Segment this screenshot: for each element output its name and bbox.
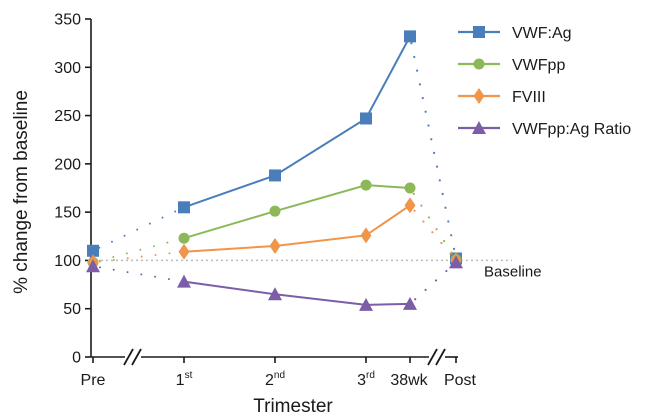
x-axis-title: Trimester <box>253 396 333 416</box>
baseline-layer: Baseline <box>91 259 542 280</box>
series-point <box>359 297 373 311</box>
y-tick-label: 200 <box>54 156 81 173</box>
series-point <box>87 244 99 257</box>
series-line-dotted <box>408 204 458 262</box>
x-tick-label: 38wk <box>390 372 428 389</box>
y-tick-label: 350 <box>54 12 81 29</box>
legend-swatch-marker <box>473 88 485 104</box>
legend-swatch-marker <box>473 26 485 38</box>
series-point <box>268 287 282 301</box>
series-line <box>183 35 411 209</box>
x-ticks: Pre 1st 2nd 3rd 38wk Post <box>81 357 477 389</box>
x-tick-label: 1st <box>176 370 193 389</box>
series-point <box>404 30 416 43</box>
y-tick-label: 250 <box>54 108 81 125</box>
series-line-dotted <box>92 265 185 283</box>
y-tick-label: 50 <box>63 301 81 318</box>
series-point <box>360 227 372 244</box>
x-tick-label: 3rd <box>357 370 375 389</box>
axis-break-mark <box>123 348 142 366</box>
legend-label: VWF:Ag <box>512 25 572 42</box>
baseline-label: Baseline <box>484 263 542 280</box>
series-point <box>86 259 100 273</box>
legend-item: FVIII <box>458 88 546 106</box>
y-axis-title: % change from baseline <box>11 90 32 294</box>
series-point <box>178 243 190 260</box>
axis-break-mark <box>427 348 446 366</box>
y-tick-label: 0 <box>72 350 81 367</box>
x-tick-label: Pre <box>81 372 106 389</box>
y-tick-label: 100 <box>54 253 81 270</box>
legend-label: FVIII <box>512 89 546 106</box>
series-point <box>178 232 190 244</box>
series-line-dotted <box>408 186 458 261</box>
x-tick-label: 2nd <box>265 370 285 389</box>
series-vwfpp <box>87 179 462 268</box>
series-line <box>183 280 411 306</box>
series-point <box>404 197 416 214</box>
series-point <box>178 201 190 214</box>
series-line <box>183 204 411 253</box>
y-ticks: 0 50 100 150 200 250 300 350 <box>54 12 91 367</box>
series-vwf-ag <box>87 30 462 265</box>
series-line-dotted <box>408 261 458 305</box>
legend-item: VWF:Ag <box>458 25 572 42</box>
legend-swatch-marker <box>473 58 485 70</box>
legend-label: VWFpp <box>512 57 565 74</box>
series-point <box>177 274 191 288</box>
series-line-dotted <box>92 206 185 252</box>
y-tick-label: 300 <box>54 60 81 77</box>
series-point <box>360 112 372 125</box>
series-line-dotted <box>408 35 458 260</box>
series-point <box>269 169 281 182</box>
series-line <box>183 184 411 240</box>
series-point <box>404 182 416 194</box>
series-line-dotted <box>92 237 185 264</box>
legend-swatch-marker <box>472 121 486 134</box>
y-tick-label: 150 <box>54 205 81 222</box>
series-point <box>269 205 281 217</box>
series-line-dotted <box>92 250 185 264</box>
legend: VWF:Ag VWFpp FVIII VWFpp:Ag Ratio <box>458 25 631 138</box>
legend-item: VWFpp <box>458 57 565 74</box>
series-vwfpp-ag-ratio <box>86 255 463 311</box>
series-layer <box>86 30 463 311</box>
axes: 0 50 100 150 200 250 300 350 Pre 1st 2nd 3rd 38wk Po… <box>54 12 476 390</box>
series-point <box>403 296 417 310</box>
series-point <box>360 179 372 191</box>
series-point <box>269 237 281 254</box>
x-tick-label: Post <box>444 372 477 389</box>
legend-label: VWFpp:Ag Ratio <box>512 121 631 138</box>
legend-item: VWFpp:Ag Ratio <box>458 121 631 138</box>
series-point <box>449 255 463 269</box>
